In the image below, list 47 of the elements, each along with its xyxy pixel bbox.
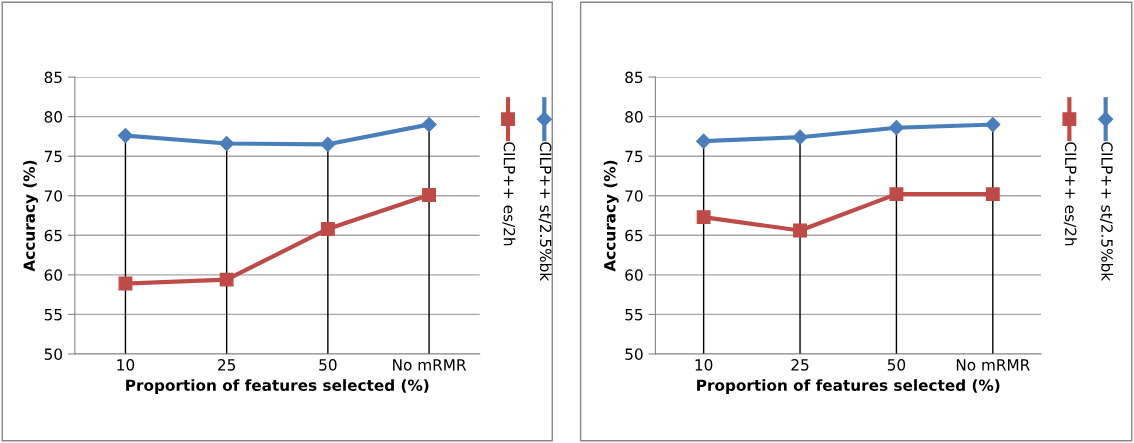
y-tick-label: 75 <box>44 150 62 163</box>
point <box>985 116 1001 133</box>
x-axis-title: Proportion of features selected (%) <box>697 379 1000 394</box>
y-tick-label: 80 <box>44 111 63 123</box>
y-tick-label: 75 <box>625 150 643 163</box>
point <box>421 116 437 133</box>
y-tick-label: 85 <box>44 71 62 84</box>
y-tick-label: 60 <box>625 269 643 281</box>
x-tick-label: 10 <box>117 359 135 371</box>
point <box>888 120 904 136</box>
y-tick-label: 70 <box>625 190 643 202</box>
y-tick-label: 55 <box>44 309 62 321</box>
point <box>793 223 807 238</box>
point <box>792 129 808 145</box>
y-tick-label: 60 <box>44 269 63 281</box>
y-tick-label: 70 <box>44 190 63 202</box>
point <box>696 133 712 149</box>
point <box>696 210 711 225</box>
point <box>985 187 1000 202</box>
y-tick-label: 50 <box>625 348 643 360</box>
x-tick-label: 50 <box>887 359 906 371</box>
point <box>219 135 235 152</box>
point <box>320 136 336 152</box>
point <box>422 188 437 202</box>
x-tick-label: 10 <box>695 359 713 371</box>
legend-label: CILP++ es/2h <box>1063 142 1077 246</box>
x-axis-title: Proportion of features selected (%) <box>126 379 429 394</box>
y-tick-label: 55 <box>625 309 643 321</box>
point <box>219 272 234 287</box>
x-tick-label: 25 <box>218 359 236 371</box>
legend-label: CILP++ st/2.5%bk <box>538 142 552 282</box>
legend-label: CILP++ es/2h <box>502 142 516 246</box>
y-tick-label: 50 <box>44 348 63 360</box>
point <box>889 187 904 202</box>
x-tick-label: 25 <box>791 359 809 371</box>
y-axis-title: Accuracy (%) <box>23 160 39 272</box>
y-axis-title: Accuracy (%) <box>603 160 619 272</box>
point <box>117 128 134 144</box>
x-tick-label: 50 <box>319 359 337 371</box>
y-tick-label: 80 <box>625 111 643 123</box>
point <box>320 222 335 236</box>
x-tick-label: No mRMR <box>956 359 1030 371</box>
y-tick-label: 65 <box>44 229 62 242</box>
x-tick-label: No mRMR <box>393 359 467 371</box>
legend-label: CILP++ st/2.5%bk <box>1100 142 1114 282</box>
y-tick-label: 85 <box>625 71 643 84</box>
y-tick-label: 65 <box>625 229 643 242</box>
